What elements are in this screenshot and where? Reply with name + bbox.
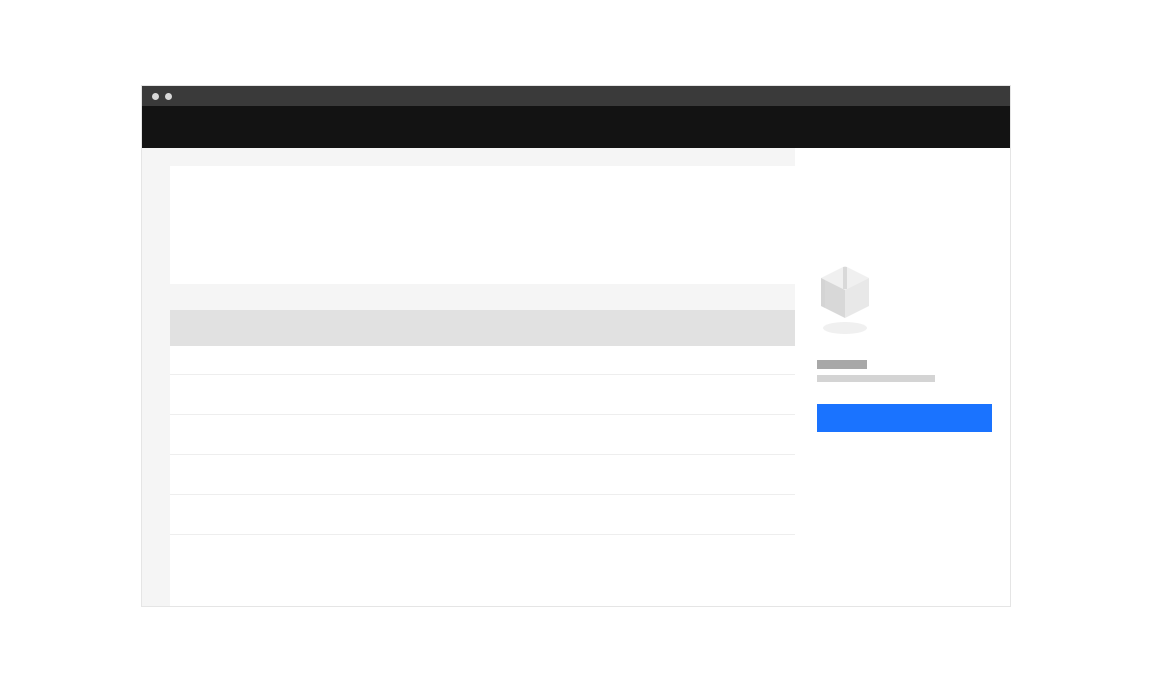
list-row[interactable]	[170, 454, 795, 494]
window-control-close[interactable]	[152, 93, 159, 100]
list-row[interactable]	[170, 534, 795, 574]
list-row[interactable]	[170, 494, 795, 534]
primary-action-button[interactable]	[817, 404, 992, 432]
hero-card	[170, 166, 795, 284]
package-icon	[817, 266, 879, 338]
list-row[interactable]	[170, 374, 795, 414]
browser-window	[141, 85, 1011, 607]
window-control-minimize[interactable]	[165, 93, 172, 100]
sidebar-title-placeholder	[817, 360, 867, 369]
window-titlebar	[142, 86, 1010, 106]
content-area	[142, 148, 1010, 606]
list-section	[170, 310, 795, 606]
list-row[interactable]	[170, 414, 795, 454]
sidebar	[795, 148, 1010, 606]
main-column	[142, 148, 795, 606]
list-spacer	[170, 346, 795, 374]
sidebar-subtitle-placeholder	[817, 375, 935, 382]
list-header	[170, 310, 795, 346]
top-navbar	[142, 106, 1010, 148]
